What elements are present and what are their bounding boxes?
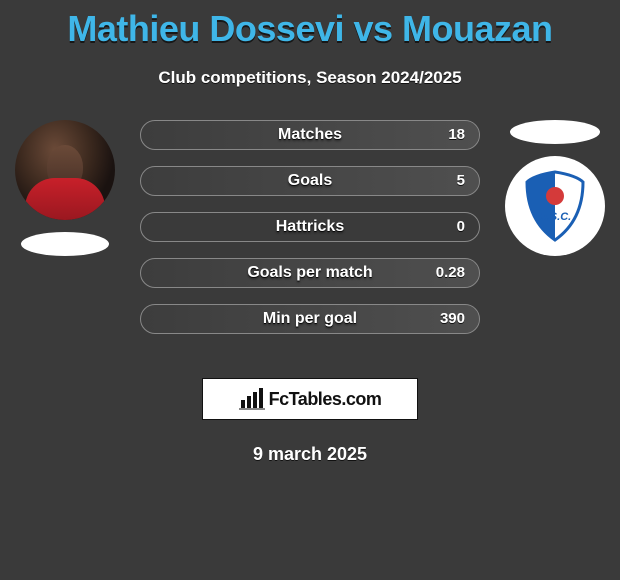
stat-value-right: 0	[457, 213, 465, 241]
player-photo-left	[15, 120, 115, 220]
stat-row: Min per goal 390	[140, 304, 480, 334]
page-title: Mathieu Dossevi vs Mouazan	[0, 0, 620, 50]
svg-text:U.S.C.: U.S.C.	[539, 211, 571, 223]
left-club-ellipse	[21, 232, 109, 256]
brand-text: FcTables.com	[269, 389, 382, 410]
bar-chart-icon	[239, 388, 265, 410]
stat-value-right: 5	[457, 167, 465, 195]
stats-list: Matches 18 Goals 5 Hattricks 0 Goals per…	[140, 120, 480, 350]
stat-label: Min per goal	[141, 305, 479, 333]
club-badge-right: U.S.C.	[505, 156, 605, 256]
date-label: 9 march 2025	[0, 444, 620, 465]
stat-label: Matches	[141, 121, 479, 149]
stat-row: Matches 18	[140, 120, 480, 150]
stat-row: Goals per match 0.28	[140, 258, 480, 288]
stat-row: Hattricks 0	[140, 212, 480, 242]
stat-label: Hattricks	[141, 213, 479, 241]
stat-label: Goals	[141, 167, 479, 195]
stat-label: Goals per match	[141, 259, 479, 287]
stat-row: Goals 5	[140, 166, 480, 196]
right-player-column: U.S.C.	[500, 120, 610, 256]
stat-value-right: 0.28	[436, 259, 465, 287]
right-top-ellipse	[510, 120, 600, 144]
stat-value-right: 390	[440, 305, 465, 333]
left-player-column	[10, 120, 120, 256]
subtitle: Club competitions, Season 2024/2025	[0, 68, 620, 88]
comparison-area: U.S.C. Matches 18 Goals 5 Hattricks 0	[0, 120, 620, 360]
brand-box: FcTables.com	[202, 378, 418, 420]
stat-value-right: 18	[448, 121, 465, 149]
shield-icon: U.S.C.	[515, 166, 595, 246]
